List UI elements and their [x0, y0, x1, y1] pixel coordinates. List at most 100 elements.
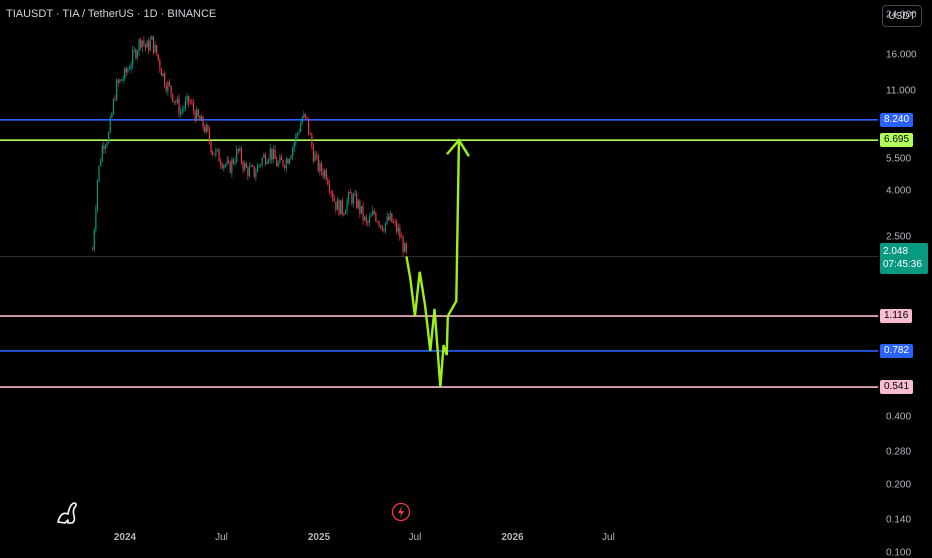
candle-body: [191, 102, 193, 104]
candle-body: [210, 141, 212, 153]
candle-body: [106, 142, 108, 146]
tradingview-dino-icon[interactable]: [54, 500, 82, 526]
candle-body: [162, 73, 164, 76]
candle-body: [215, 150, 217, 155]
candle-body: [256, 165, 259, 173]
candle-body: [264, 154, 267, 164]
candle-body: [239, 148, 241, 151]
candle-body: [108, 132, 110, 143]
candle-body: [175, 101, 177, 103]
candle-body: [368, 217, 371, 223]
candle-body: [109, 117, 111, 133]
candle-body: [199, 116, 201, 121]
currency-button[interactable]: USDT: [882, 5, 922, 27]
candle-body: [304, 114, 307, 117]
candle-body: [362, 206, 364, 220]
x-tick-label: Jul: [408, 532, 422, 543]
candle-body: [114, 99, 116, 101]
candle-body: [320, 163, 323, 172]
candle-body: [101, 145, 103, 162]
candle-body: [274, 149, 276, 159]
candle-body: [223, 164, 225, 169]
candle-body: [111, 113, 113, 118]
candle-body: [392, 222, 395, 223]
candle-body: [167, 82, 169, 91]
level-price-badge: 0.782: [880, 343, 914, 358]
candle-body: [194, 110, 196, 121]
candle-body: [188, 95, 190, 103]
candle-body: [372, 210, 374, 216]
candle-body: [360, 206, 363, 214]
candle-body: [221, 164, 223, 169]
candle-body: [252, 165, 254, 167]
x-tick-label: Jul: [602, 532, 615, 543]
candle-body: [378, 221, 380, 226]
candle-body: [324, 170, 326, 177]
candle-body: [173, 101, 175, 103]
candle-body: [290, 156, 292, 160]
candle-body: [135, 49, 137, 58]
candle-body: [373, 210, 375, 214]
candle-body: [370, 215, 372, 218]
candle-body: [93, 229, 95, 250]
candle-body: [330, 191, 332, 193]
candle-body: [404, 243, 406, 253]
candle-body: [367, 221, 369, 223]
candle-body: [234, 162, 236, 164]
candle-body: [205, 124, 207, 133]
level-price-badge: 0.541: [880, 380, 914, 395]
candle-body: [279, 156, 281, 163]
candle-body: [236, 148, 238, 163]
candle-body: [271, 148, 273, 160]
candle-body: [391, 213, 393, 223]
candle-body: [340, 200, 342, 215]
candle-body: [125, 68, 127, 73]
y-tick-label: 0.280: [886, 446, 912, 458]
candle-body: [405, 243, 407, 252]
candle-body: [132, 50, 134, 65]
candle-body: [303, 114, 305, 118]
candle-body: [276, 158, 278, 167]
candle-body: [376, 221, 379, 222]
x-tick-label: 2025: [307, 532, 331, 543]
candle-body: [143, 40, 145, 45]
candle-body: [138, 39, 140, 52]
candle-body: [122, 79, 124, 81]
candle-body: [380, 225, 382, 227]
candle-body: [176, 98, 179, 103]
candle-body: [336, 199, 339, 211]
candle-body: [280, 156, 283, 160]
candle-body: [287, 159, 289, 164]
current-price-badge: 2.048 07:45:36: [880, 243, 928, 274]
candle-body: [359, 200, 361, 214]
candle-body: [386, 216, 388, 223]
candle-body: [160, 69, 163, 76]
candle-body: [172, 94, 174, 102]
candle-body: [157, 54, 159, 60]
candle-body: [180, 111, 182, 115]
candle-body: [242, 162, 244, 170]
candle-body: [181, 109, 183, 112]
candle-body: [95, 209, 97, 230]
y-tick-label: 11.000: [886, 85, 916, 97]
candle-body: [263, 154, 265, 158]
candle-body: [357, 200, 359, 208]
candle-body: [228, 160, 230, 162]
candle-body: [296, 133, 299, 135]
lightning-bolt-icon[interactable]: [391, 502, 411, 522]
y-tick-label: 0.140: [886, 514, 912, 526]
candle-body: [277, 162, 279, 167]
candle-body: [349, 191, 351, 194]
y-tick-label: 16.000: [886, 49, 917, 61]
level-price-badge: 8.240: [880, 112, 914, 127]
candle-body: [394, 222, 396, 224]
candle-body: [364, 216, 366, 220]
candle-body: [325, 170, 327, 180]
y-tick-label: 0.400: [886, 411, 912, 423]
candle-body: [216, 149, 219, 151]
candle-body: [146, 41, 148, 48]
candle-body: [119, 79, 121, 83]
candle-body: [140, 39, 142, 48]
candle-body: [348, 191, 350, 201]
